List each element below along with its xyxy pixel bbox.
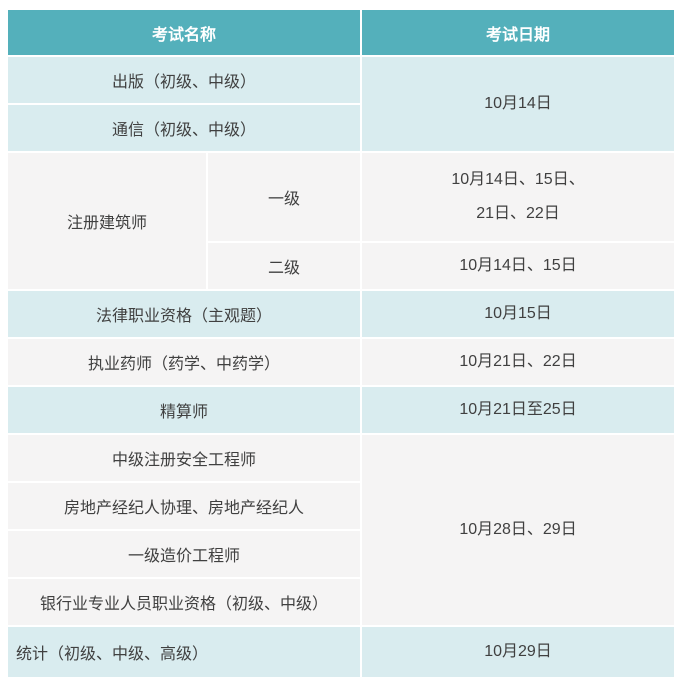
exam-level-cell: 一级 — [208, 153, 361, 241]
table-row: 精算师 10月21日至25日 — [8, 387, 675, 433]
exam-date-cell: 10月14日、15日、 21日、22日 — [362, 153, 675, 241]
exam-date-cell: 10月14日、15日 — [362, 243, 675, 289]
table-row: 执业药师（药学、中药学） 10月21日、22日 — [8, 339, 675, 385]
exam-date-cell: 10月14日 — [362, 57, 675, 151]
exam-group-cell: 注册建筑师 — [8, 153, 206, 289]
exam-date-cell: 10月21日、22日 — [362, 339, 675, 385]
exam-name-cell: 统计（初级、中级、高级） — [8, 627, 361, 677]
table-row: 出版（初级、中级） 10月14日 — [8, 57, 675, 151]
exam-name-cell: 通信（初级、中级） — [8, 105, 361, 151]
exam-date-cell: 10月15日 — [362, 291, 675, 337]
exam-date-cell: 10月28日、29日 — [362, 435, 675, 625]
exam-name-cell: 中级注册安全工程师 — [8, 435, 361, 481]
table-row: 注册建筑师 一级 10月14日、15日、 21日、22日 — [8, 153, 675, 289]
exam-name-cell: 出版（初级、中级） — [8, 57, 361, 103]
exam-level-cell: 二级 — [208, 243, 361, 289]
table-row: 二级 10月14日、15日 — [8, 243, 675, 289]
exam-date-cell: 10月21日至25日 — [362, 387, 675, 433]
exam-name-cell: 精算师 — [8, 387, 361, 433]
exam-name-cell: 银行业专业人员职业资格（初级、中级） — [8, 579, 361, 625]
table-row: 通信（初级、中级） — [8, 105, 674, 151]
table-row: 银行业专业人员职业资格（初级、中级） — [8, 579, 674, 625]
exam-name-cell: 法律职业资格（主观题） — [8, 291, 361, 337]
table-row: 房地产经纪人协理、房地产经纪人 — [8, 483, 674, 529]
exam-name-cell: 一级造价工程师 — [8, 531, 361, 577]
table-row: 统计（初级、中级、高级） 10月29日 — [8, 627, 675, 677]
table-row: 中级注册安全工程师 10月28日、29日 — [8, 435, 675, 625]
table-row: 法律职业资格（主观题） 10月15日 — [8, 291, 675, 337]
exam-name-cell: 执业药师（药学、中药学） — [8, 339, 361, 385]
exam-date-cell: 10月29日 — [362, 627, 675, 677]
header-exam-date: 考试日期 — [362, 10, 675, 55]
table-row: 一级造价工程师 — [8, 531, 674, 577]
table-header-row: 考试名称 考试日期 — [8, 10, 675, 55]
exam-schedule-table: 考试名称 考试日期 出版（初级、中级） 10月14日 通信（初级、中级） 注册建… — [6, 8, 677, 679]
exam-name-cell: 房地产经纪人协理、房地产经纪人 — [8, 483, 361, 529]
header-exam-name: 考试名称 — [8, 10, 361, 55]
